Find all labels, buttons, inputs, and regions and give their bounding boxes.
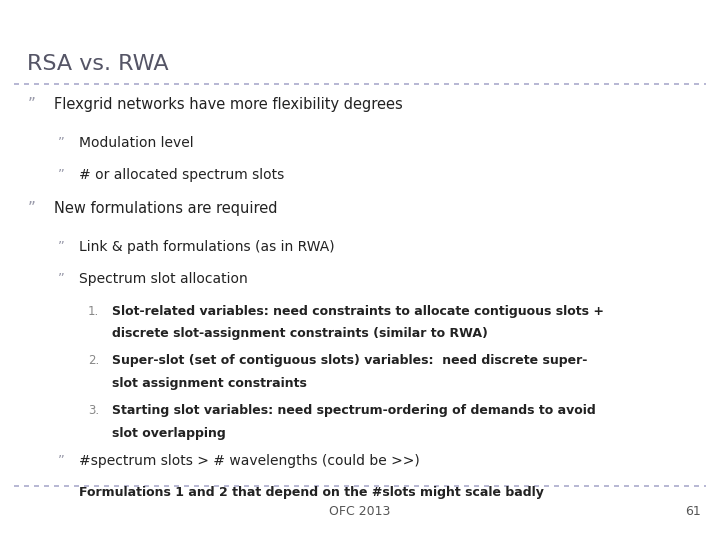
Text: # or allocated spectrum slots: # or allocated spectrum slots <box>79 168 284 183</box>
Text: 1.: 1. <box>88 305 99 318</box>
Text: Super-slot (set of contiguous slots) variables:  need discrete super-: Super-slot (set of contiguous slots) var… <box>112 354 587 367</box>
Text: ”: ” <box>27 201 35 216</box>
Text: ”: ” <box>27 97 35 112</box>
Text: Starting slot variables: need spectrum-ordering of demands to avoid: Starting slot variables: need spectrum-o… <box>112 404 595 417</box>
Text: 3.: 3. <box>88 404 99 417</box>
Text: Spectrum slot allocation: Spectrum slot allocation <box>79 272 248 286</box>
Text: ”: ” <box>58 136 65 149</box>
Text: RSA vs. RWA: RSA vs. RWA <box>27 54 169 74</box>
Text: New formulations are required: New formulations are required <box>54 201 277 216</box>
Text: OFC 2013: OFC 2013 <box>329 505 391 518</box>
Text: ”: ” <box>58 240 65 253</box>
Text: ”: ” <box>58 272 65 285</box>
Text: ”: ” <box>58 454 65 467</box>
Text: Modulation level: Modulation level <box>79 136 194 150</box>
Text: 2.: 2. <box>88 354 99 367</box>
Text: discrete slot-assignment constraints (similar to RWA): discrete slot-assignment constraints (si… <box>112 327 487 340</box>
Text: Formulations 1 and 2 that depend on the #slots might scale badly: Formulations 1 and 2 that depend on the … <box>79 486 544 499</box>
Text: #spectrum slots > # wavelengths (could be >>): #spectrum slots > # wavelengths (could b… <box>79 454 420 468</box>
Text: 61: 61 <box>685 505 701 518</box>
Text: Slot-related variables: need constraints to allocate contiguous slots +: Slot-related variables: need constraints… <box>112 305 603 318</box>
Text: slot overlapping: slot overlapping <box>112 427 225 440</box>
Text: Link & path formulations (as in RWA): Link & path formulations (as in RWA) <box>79 240 335 254</box>
Text: Flexgrid networks have more flexibility degrees: Flexgrid networks have more flexibility … <box>54 97 402 112</box>
Text: ”: ” <box>58 168 65 181</box>
Text: slot assignment constraints: slot assignment constraints <box>112 377 307 390</box>
